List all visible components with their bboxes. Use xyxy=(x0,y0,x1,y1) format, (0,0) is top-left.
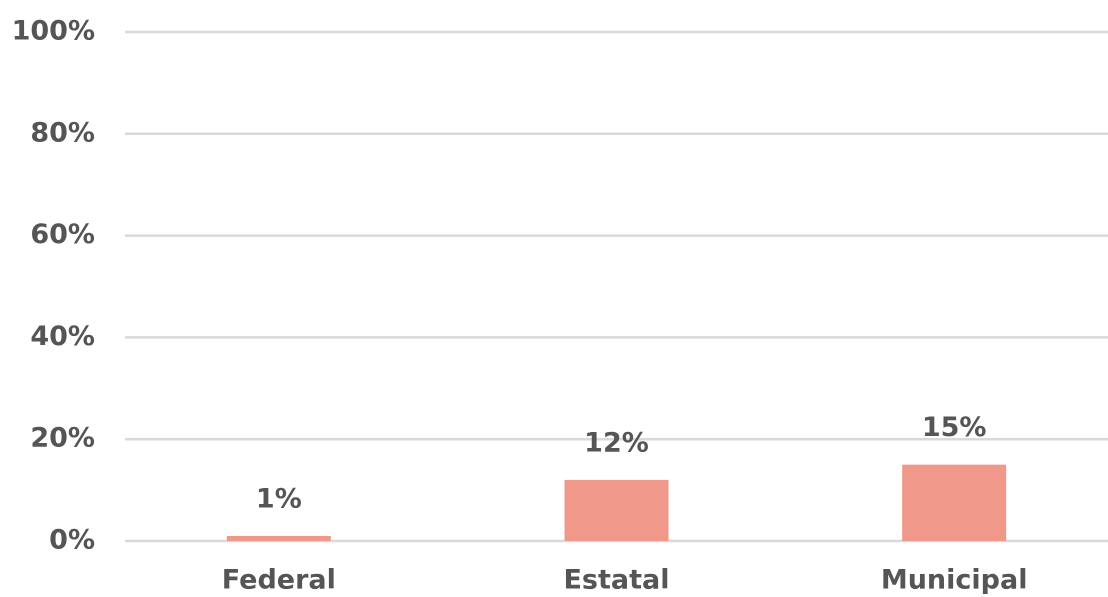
value-label: 15% xyxy=(922,412,987,443)
x-tick-label: Federal xyxy=(222,565,336,596)
bar xyxy=(226,535,331,541)
y-tick-label: 0% xyxy=(49,525,95,556)
bar xyxy=(902,464,1007,541)
x-tick-label: Municipal xyxy=(881,565,1028,596)
y-tick-label: 40% xyxy=(30,321,95,352)
y-tick-label: 20% xyxy=(30,423,95,454)
value-label: 1% xyxy=(256,483,302,514)
y-tick-label: 80% xyxy=(30,117,95,148)
value-label: 12% xyxy=(584,427,649,458)
bar xyxy=(564,479,669,541)
y-tick-label: 60% xyxy=(30,219,95,250)
x-tick-label: Estatal xyxy=(563,565,669,596)
y-tick-label: 100% xyxy=(12,16,95,47)
